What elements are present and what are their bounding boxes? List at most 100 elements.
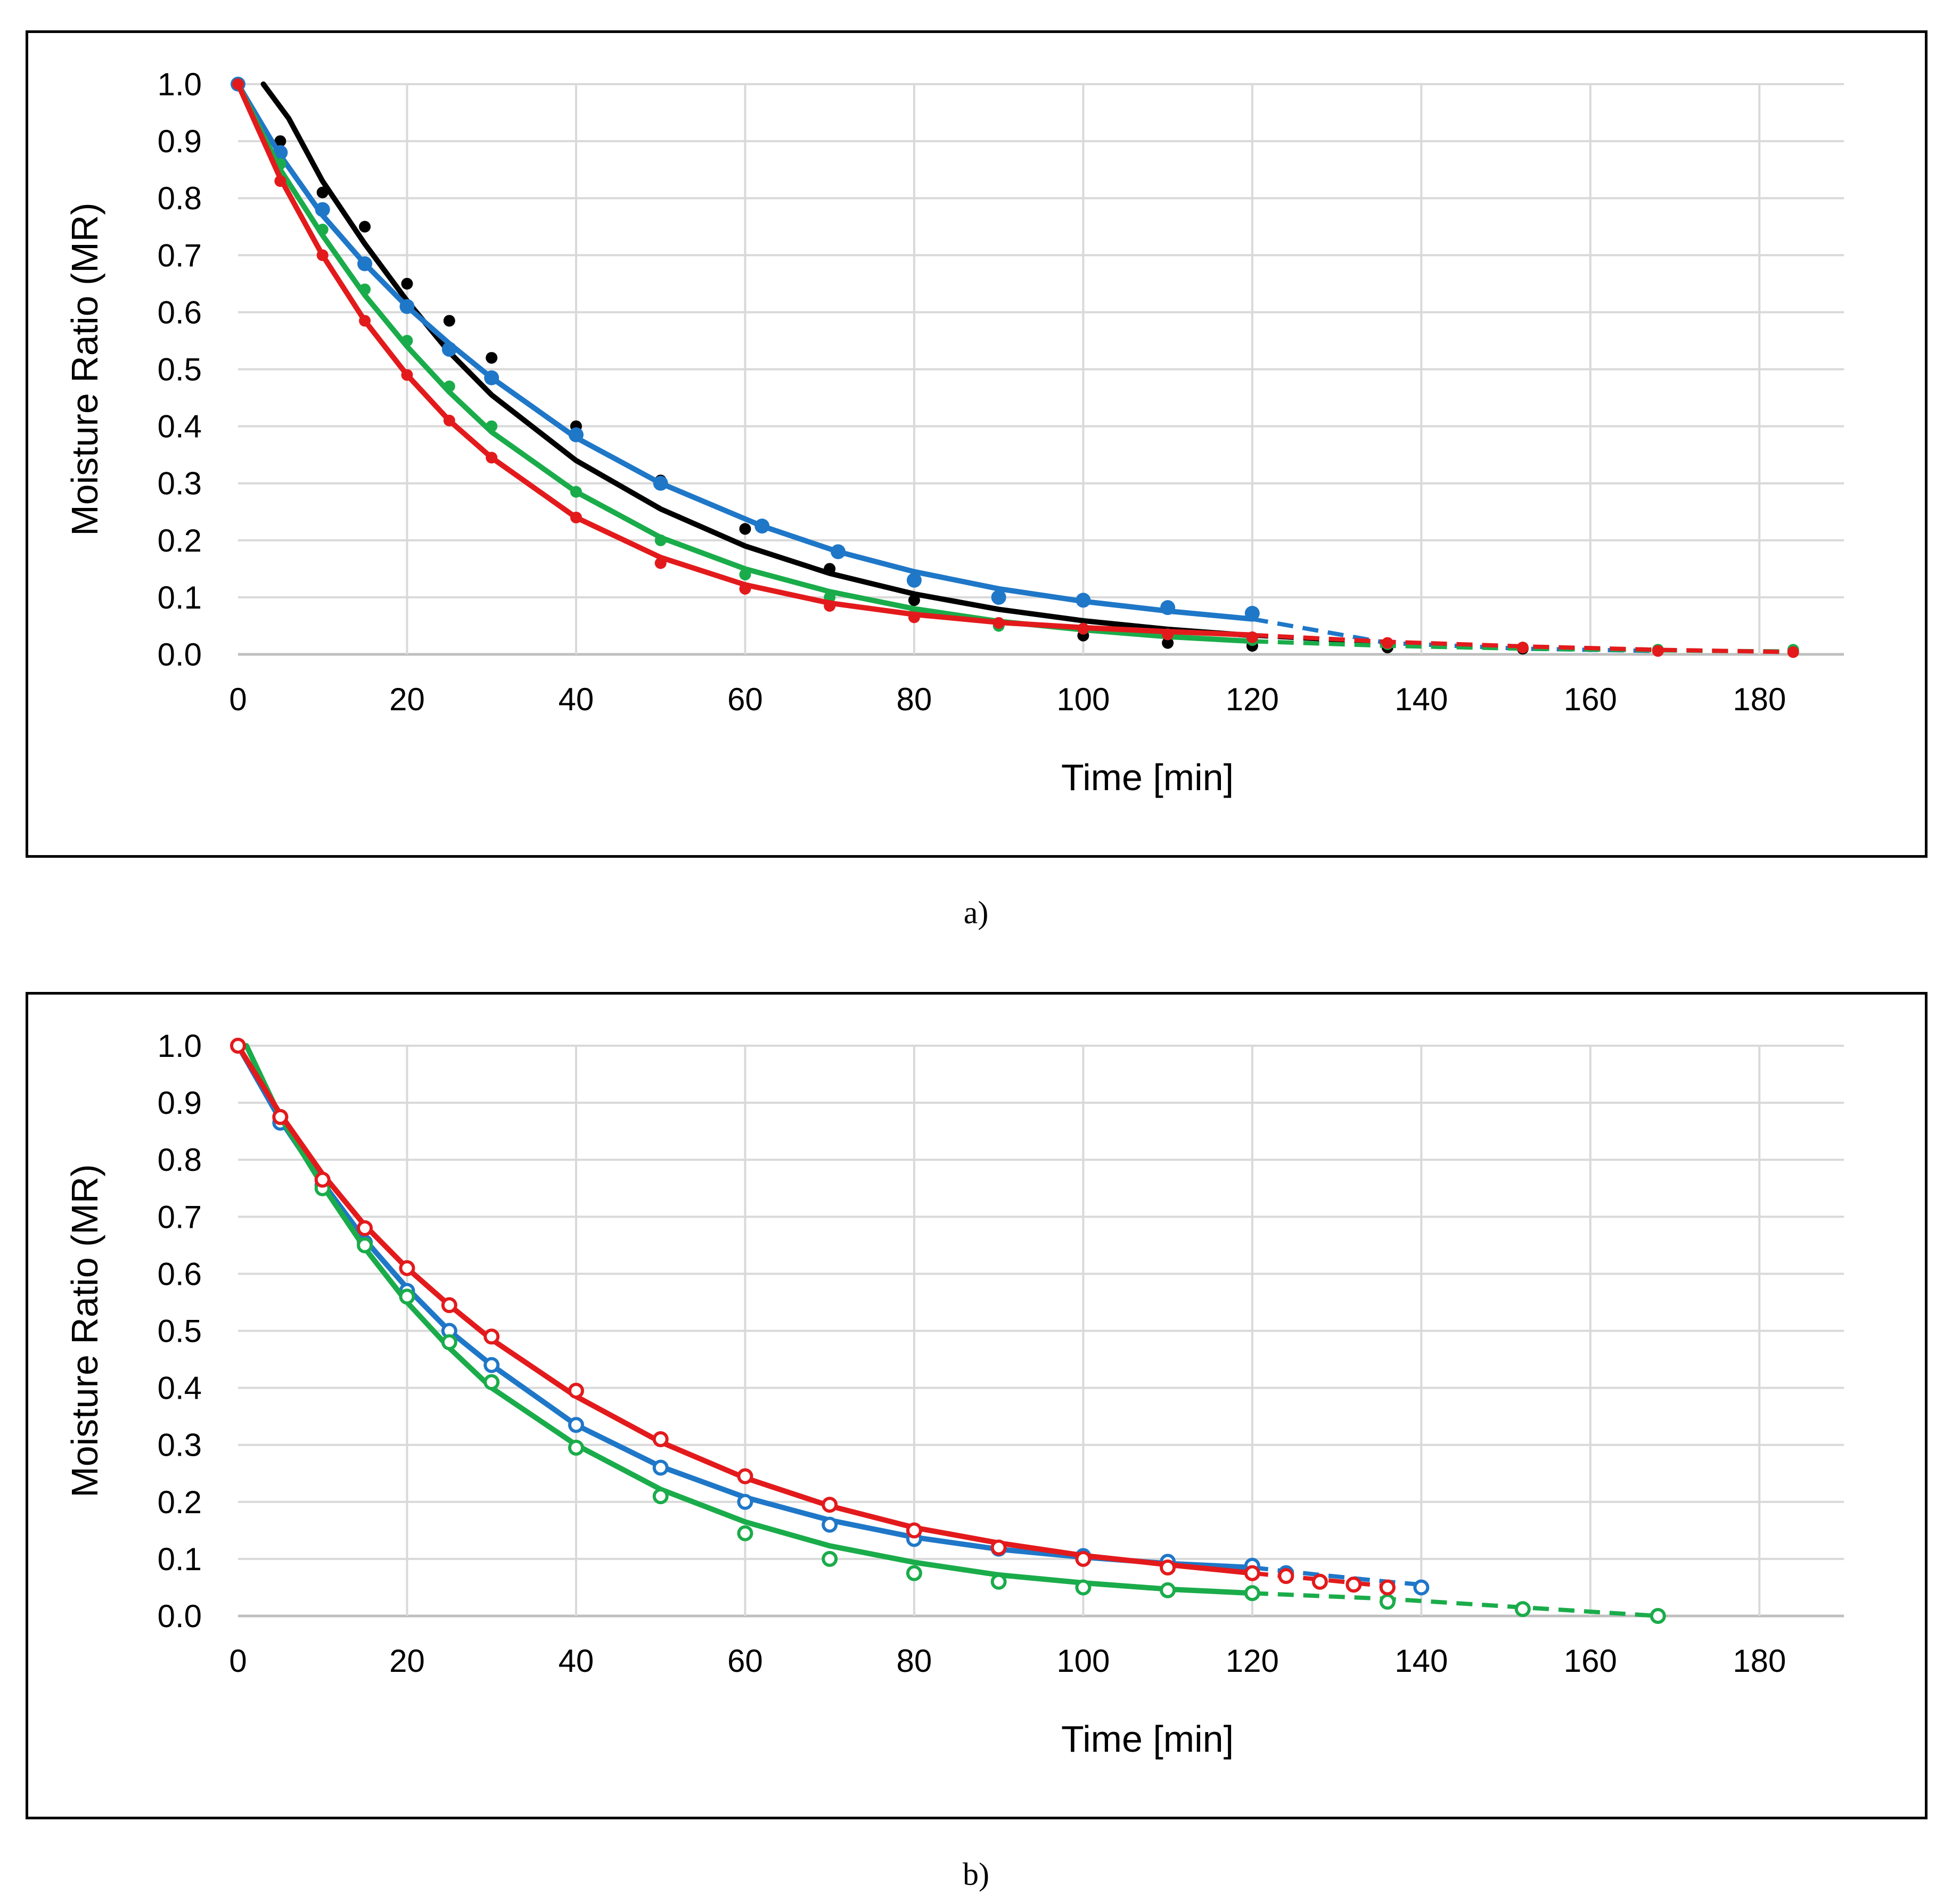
data-point-red [232, 78, 244, 90]
x-tick-label: 100 [1056, 1643, 1110, 1679]
data-point-red [824, 600, 836, 612]
x-tick-label: 40 [559, 1643, 594, 1679]
y-axis-title: Moisture Ratio (MR) [64, 1164, 105, 1497]
data-point-red [908, 611, 920, 623]
y-tick-label: 0.5 [158, 352, 202, 388]
data-point-red [906, 1522, 922, 1539]
data-point-black [443, 315, 455, 327]
data-point-green [443, 380, 455, 392]
fit-dashed-line-green [1252, 1591, 1659, 1618]
data-point-red [1244, 1565, 1260, 1581]
x-axis-title: Time [min] [1061, 1718, 1234, 1760]
x-tick-label: 140 [1395, 682, 1448, 717]
data-point-green [1160, 1582, 1176, 1598]
y-tick-label: 0.4 [158, 1370, 202, 1406]
data-point-green [483, 1374, 500, 1390]
data-point-red [570, 511, 582, 523]
x-axis-title: Time [min] [1061, 757, 1234, 798]
data-point-green [1650, 1608, 1666, 1624]
y-tick-label: 0.0 [158, 1598, 202, 1634]
data-point-black [401, 277, 413, 290]
y-tick-label: 0.3 [158, 1427, 202, 1463]
x-tick-label: 60 [727, 1643, 763, 1679]
y-tick-label: 0.2 [158, 1484, 202, 1520]
data-point-blue [754, 519, 770, 534]
y-tick-label: 0.3 [158, 466, 202, 502]
data-point-green [359, 283, 371, 296]
data-point-green [737, 1525, 753, 1541]
data-point-red [654, 557, 667, 569]
data-point-black [1162, 637, 1174, 649]
x-tick-label: 80 [897, 682, 932, 717]
data-point-red [316, 249, 329, 261]
x-tick-label: 160 [1564, 1643, 1617, 1679]
data-point-green [441, 1334, 457, 1350]
y-tick-label: 0.1 [158, 580, 202, 615]
fit-dashed-line-red [1252, 1571, 1388, 1589]
data-point-blue [822, 1516, 838, 1533]
data-point-black [739, 523, 751, 535]
data-point-blue [483, 1357, 500, 1373]
data-point-red [739, 582, 751, 595]
data-point-blue [1244, 605, 1260, 621]
x-tick-label: 80 [897, 1643, 932, 1679]
data-point-red [1077, 622, 1089, 635]
data-point-green [739, 569, 751, 581]
x-tick-label: 60 [727, 682, 763, 717]
data-point-blue [441, 342, 457, 357]
fit-line-red [235, 81, 1255, 638]
x-tick-label: 180 [1733, 1643, 1786, 1679]
data-point-red [652, 1431, 669, 1447]
data-point-black [359, 220, 371, 233]
x-tick-label: 140 [1395, 1643, 1448, 1679]
data-point-red [990, 1539, 1007, 1556]
data-point-blue [653, 475, 668, 491]
y-axis-title: Moisture Ratio (MR) [64, 202, 105, 536]
chart-panel-b: 0.0 0.1 0.2 0.3 0.4 0.5 0.6 0.7 0.8 0.9 1.0 0 20 40 60… [26, 992, 1928, 1819]
y-tick-label: 1.0 [158, 67, 202, 102]
data-point-red [1075, 1550, 1092, 1567]
data-point-green [568, 1440, 584, 1456]
data-point-green [654, 534, 667, 546]
y-tick-label: 0.9 [158, 124, 202, 159]
data-point-red [822, 1497, 838, 1513]
y-tick-label: 1.0 [158, 1028, 202, 1064]
data-point-green [1244, 1585, 1260, 1602]
y-tick-label: 0.0 [158, 637, 202, 672]
fit-line-red [235, 1043, 1255, 1576]
data-point-red [1381, 637, 1393, 649]
data-point-green [570, 486, 582, 498]
data-point-blue [1076, 593, 1091, 608]
data-point-red [486, 452, 498, 464]
data-point-green [316, 224, 329, 236]
x-tick-label: 120 [1226, 682, 1279, 717]
data-point-blue [1160, 600, 1176, 615]
caption-b: b) [963, 1857, 989, 1892]
data-point-red [357, 1220, 373, 1236]
data-point-black [274, 135, 286, 147]
data-point-green [652, 1488, 669, 1505]
data-point-blue [1413, 1579, 1430, 1596]
y-tick-label: 0.4 [158, 409, 202, 445]
data-point-red [1160, 1559, 1176, 1575]
data-point-red [314, 1171, 331, 1188]
data-point-red [359, 315, 371, 327]
data-point-red [272, 1109, 289, 1125]
data-point-green [906, 1565, 922, 1581]
y-tick-label: 0.9 [158, 1085, 202, 1121]
caption-a: a) [963, 895, 989, 930]
chart-panel-a: 0.0 0.1 0.2 0.3 0.4 0.5 0.6 0.7 0.8 0.9 1.0 0 20 40 60… [26, 30, 1928, 858]
y-tick-label: 0.5 [158, 1314, 202, 1349]
chart-a-plot: 0.0 0.1 0.2 0.3 0.4 0.5 0.6 0.7 0.8 0.9 1.0 0 20 40 60… [64, 67, 1844, 798]
data-point-blue [484, 370, 499, 385]
data-point-red [483, 1328, 500, 1345]
data-point-blue [568, 1417, 584, 1433]
x-tick-label: 0 [229, 1643, 247, 1679]
data-point-black [316, 186, 329, 199]
y-tick-label: 0.6 [158, 1256, 202, 1292]
fit-line-green [243, 1043, 1255, 1596]
data-point-red [1246, 631, 1258, 643]
x-tick-label: 40 [559, 682, 594, 717]
x-tick-label: 20 [389, 682, 425, 717]
y-tick-label: 0.7 [158, 237, 202, 273]
